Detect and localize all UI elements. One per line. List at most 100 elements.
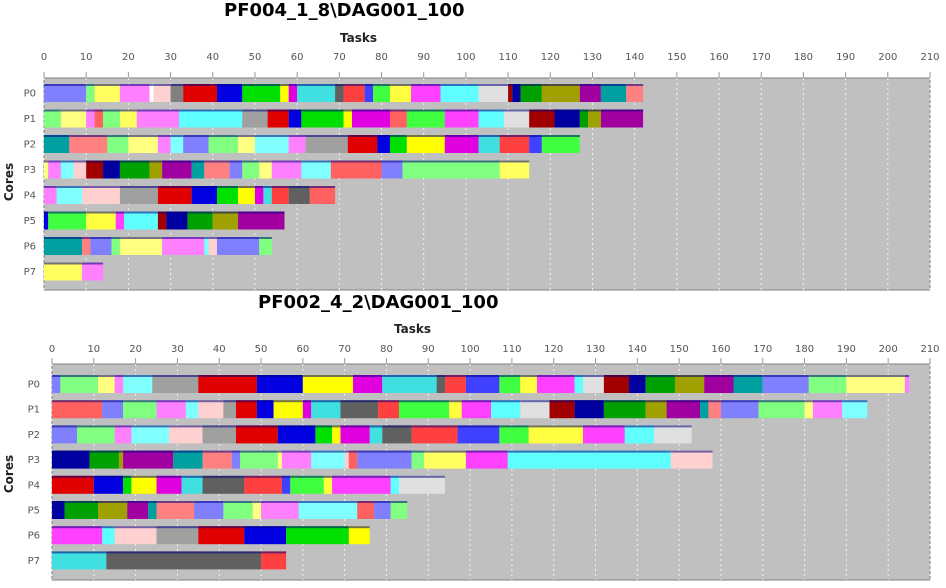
task-bar-top-edge <box>94 84 120 86</box>
task-bar <box>52 375 61 393</box>
task-bar-top-edge <box>162 160 192 163</box>
x-tick-label: 40 <box>213 344 226 355</box>
task-bar <box>124 211 158 230</box>
task-bar <box>256 375 303 393</box>
task-bar <box>389 84 412 102</box>
task-bar <box>56 186 82 204</box>
task-bar-top-edge <box>216 84 243 86</box>
task-bar-top-edge <box>166 211 188 214</box>
core-label: P4 <box>28 480 40 491</box>
task-bar-top-edge <box>309 186 336 188</box>
task-bar <box>242 160 260 179</box>
task-bar-top-edge <box>44 262 82 265</box>
task-bar-top-edge <box>402 160 500 163</box>
task-bar-top-edge <box>128 135 158 137</box>
core-label: P6 <box>24 242 36 253</box>
task-bar <box>465 375 500 393</box>
task-bar-top-edge <box>277 425 316 428</box>
task-bar <box>549 400 575 419</box>
task-bar-top-edge <box>223 501 253 503</box>
chart-2: 0 10 20 30 40 50 60 70 80 90 100 110 120 130 140 150 160… <box>28 344 940 581</box>
task-bar-top-edge <box>244 526 287 529</box>
task-bar <box>179 109 243 128</box>
task-bar-top-edge <box>804 400 813 403</box>
task-bar-top-edge <box>332 475 391 478</box>
task-bar <box>123 475 132 494</box>
task-bar <box>44 109 61 128</box>
task-bar-top-edge <box>181 475 203 478</box>
task-bar-top-edge <box>520 375 537 377</box>
task-bar <box>277 425 316 444</box>
task-bar <box>348 450 358 469</box>
task-bar-top-edge <box>170 135 184 137</box>
task-bar-top-edge <box>582 375 604 377</box>
task-bar <box>169 425 203 444</box>
task-bar <box>162 237 205 255</box>
task-bar <box>332 475 391 494</box>
task-bar <box>216 84 243 102</box>
task-bar-top-edge <box>244 475 282 478</box>
core-label: P4 <box>24 191 36 202</box>
task-bar <box>181 475 203 494</box>
task-bar-top-edge <box>69 135 108 137</box>
task-bar <box>216 237 260 255</box>
task-bar-top-edge <box>708 400 721 403</box>
x-tick-label: 50 <box>249 52 262 63</box>
task-bar <box>335 84 344 102</box>
task-bar-top-edge <box>191 186 217 188</box>
task-bar-top-edge <box>733 375 763 377</box>
task-bar <box>389 109 407 128</box>
task-bar <box>411 450 425 469</box>
task-bar-top-edge <box>280 84 289 86</box>
task-bar-top-edge <box>499 160 530 163</box>
task-bar <box>812 400 843 419</box>
task-bar <box>208 135 239 153</box>
task-bar <box>118 450 124 469</box>
task-bar-top-edge <box>507 450 671 453</box>
task-bar-top-edge <box>149 160 163 163</box>
task-bar-top-edge <box>290 475 324 478</box>
task-bar-top-edge <box>277 450 282 453</box>
task-bar <box>97 375 115 393</box>
task-bar-top-edge <box>624 425 655 428</box>
task-bar-top-edge <box>645 375 675 377</box>
task-bar <box>273 400 303 419</box>
task-bar <box>156 400 186 419</box>
task-bar <box>44 211 49 230</box>
task-bar-top-edge <box>261 501 299 503</box>
task-bar <box>436 375 446 393</box>
task-bar <box>198 375 257 393</box>
task-bar <box>381 160 403 179</box>
task-bar <box>89 450 119 469</box>
task-bar-top-edge <box>478 109 504 112</box>
task-bar <box>377 135 390 153</box>
x-tick-label: 160 <box>711 344 730 355</box>
task-bar <box>600 109 644 128</box>
task-bar <box>170 135 184 153</box>
task-bar <box>103 109 120 128</box>
task-bar <box>131 425 170 444</box>
task-bar-top-edge <box>288 84 298 86</box>
task-bar <box>81 186 120 204</box>
x-tick-label: 20 <box>129 344 142 355</box>
task-bar-top-edge <box>169 425 203 428</box>
x-tick-label: 50 <box>255 344 268 355</box>
task-bar-top-edge <box>208 135 239 137</box>
task-bar <box>904 375 910 393</box>
task-bar <box>238 211 285 230</box>
task-bar <box>69 135 108 153</box>
task-bar-top-edge <box>382 425 412 428</box>
task-bar <box>123 450 174 469</box>
task-bar-top-edge <box>216 186 239 188</box>
task-bar-top-edge <box>86 160 104 163</box>
task-bar-top-edge <box>281 450 312 453</box>
task-bar <box>579 84 601 102</box>
x-tick-label: 60 <box>291 52 304 63</box>
chart-1-x-axis-title: Tasks <box>340 31 378 45</box>
task-bar <box>93 475 124 494</box>
task-bar-top-edge <box>44 135 70 137</box>
task-bar <box>582 425 625 444</box>
task-bar-top-edge <box>102 400 124 403</box>
task-bar <box>382 375 437 393</box>
core-label: P0 <box>24 89 36 100</box>
